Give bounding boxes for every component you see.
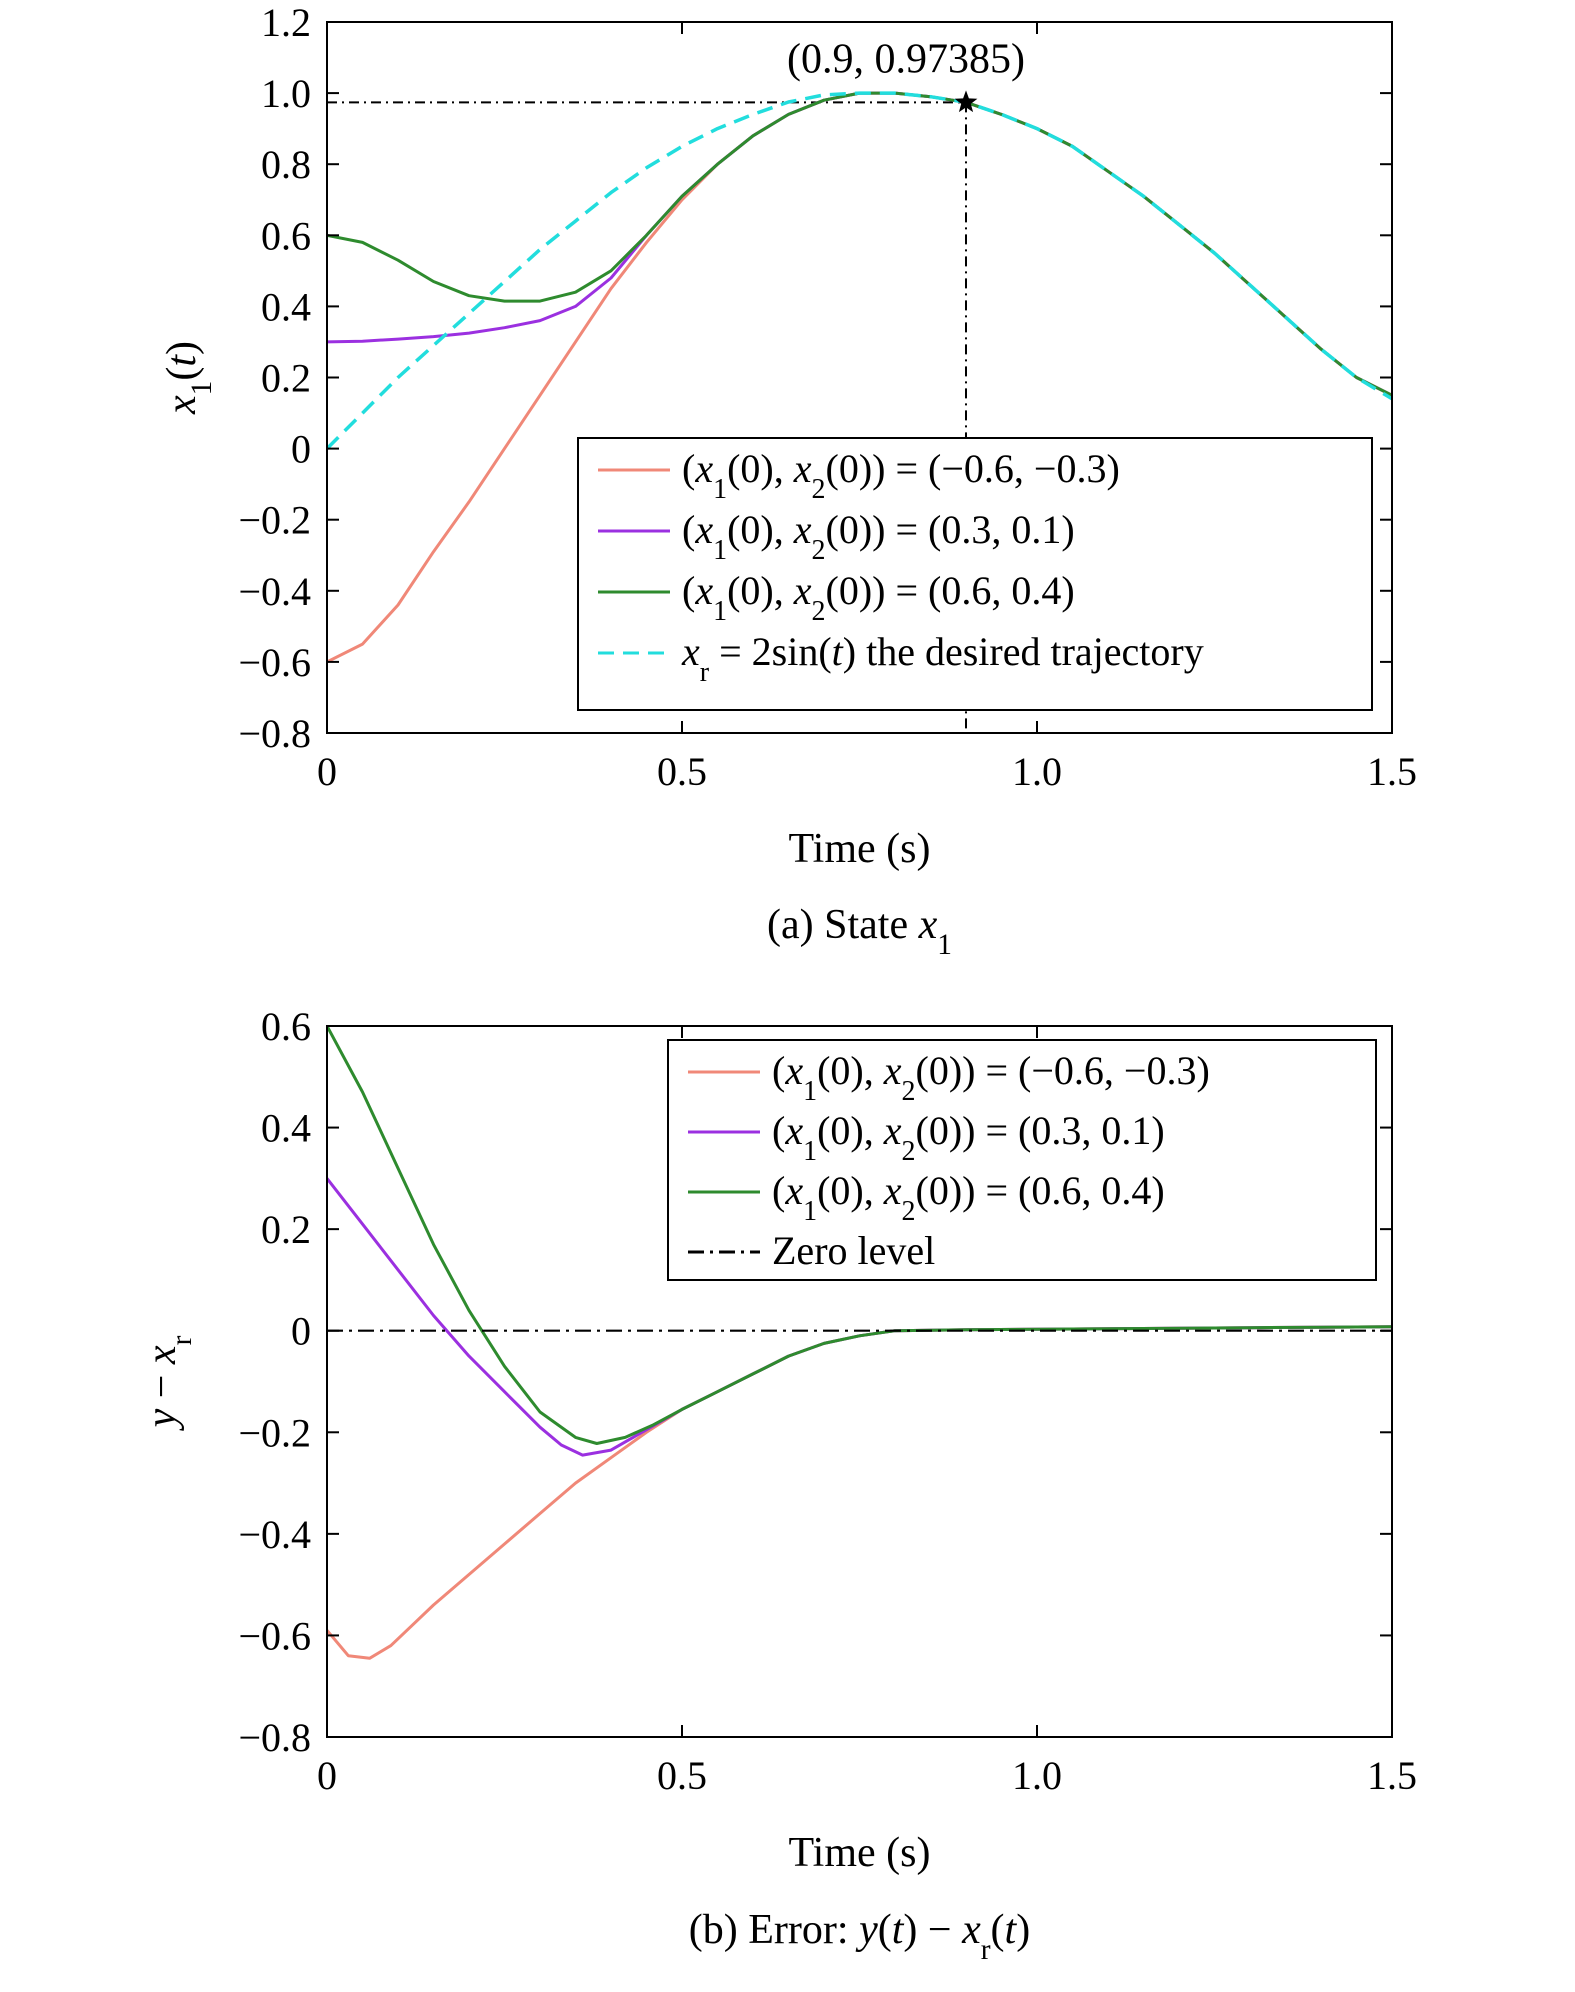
y-tick-label: −0.4	[238, 1512, 311, 1557]
x-axis-label: Time (s)	[789, 1830, 931, 1876]
x-tick-label: 1.5	[1367, 749, 1417, 794]
x-tick-label: 1.0	[1012, 749, 1062, 794]
y-tick-label: −0.6	[238, 1613, 311, 1658]
legend: (x1(0), x2(0)) = (−0.6, −0.3)(x1(0), x2(…	[577, 437, 1373, 711]
legend-label-3: (x1(0), x2(0)) = (0.6, 0.4)	[772, 1168, 1165, 1227]
annotation-label: (0.9, 0.97385)	[787, 36, 1025, 82]
y-tick-label: −0.8	[238, 1715, 311, 1760]
x-tick-label: 0.5	[657, 749, 707, 794]
legend-label-2: (x1(0), x2(0)) = (0.3, 0.1)	[682, 507, 1075, 566]
series-line-4	[327, 91, 1392, 450]
y-tick-label: 0.4	[261, 1106, 311, 1151]
annotation-star-marker	[954, 90, 978, 113]
series-line-3	[327, 1026, 1392, 1445]
x-tick-label: 0.5	[657, 1753, 707, 1798]
series-line-2	[327, 91, 1392, 397]
figure-caption: (b) Error: y(t) − xr(t)	[689, 1907, 1030, 1966]
y-tick-label: 0	[291, 1309, 311, 1354]
series-line-3	[327, 91, 1392, 397]
legend-label-4: Zero level	[772, 1228, 935, 1273]
y-tick-label: 1.0	[261, 71, 311, 116]
figure-caption: (a) State x1	[767, 902, 952, 961]
chart-a: (0.9, 0.97385) 0 0.5 1.0 1.5 −0.8 −0.6 −0.4 −0.2…	[159, 0, 1417, 961]
plot-frame	[326, 1025, 1393, 1738]
y-tick-label: −0.6	[238, 640, 311, 685]
legend-box	[667, 1039, 1377, 1281]
series-group	[327, 1026, 1392, 1660]
y-tick-label: 0	[291, 427, 311, 472]
legend-label-2: (x1(0), x2(0)) = (0.3, 0.1)	[772, 1108, 1165, 1167]
y-tick-label: −0.4	[238, 569, 311, 614]
y-axis-label: y − xr	[139, 1335, 198, 1431]
legend: (x1(0), x2(0)) = (−0.6, −0.3)(x1(0), x2(…	[667, 1039, 1377, 1281]
y-tick-label: 0.6	[261, 213, 311, 258]
x-tick-label: 1.5	[1367, 1753, 1417, 1798]
legend-label-3: (x1(0), x2(0)) = (0.6, 0.4)	[682, 568, 1075, 627]
y-tick-label: −0.8	[238, 711, 311, 756]
x-tick-label: 1.0	[1012, 1753, 1062, 1798]
chart-b: 0 0.5 1.0 1.5 −0.8 −0.6 −0.4 −0.2 0 0.2 0.4 0.6 Time…	[139, 1004, 1417, 1966]
y-tick-label: 1.2	[261, 0, 311, 45]
legend-label-1: (x1(0), x2(0)) = (−0.6, −0.3)	[682, 446, 1120, 505]
y-tick-label: 0.2	[261, 1207, 311, 1252]
x-axis-label: Time (s)	[789, 826, 931, 872]
series-group	[327, 91, 1392, 664]
y-tick-label: 0.6	[261, 1004, 311, 1049]
y-tick-label: 0.2	[261, 356, 311, 401]
y-tick-label: −0.2	[238, 498, 311, 543]
x-tick-label: 0	[317, 1753, 337, 1798]
y-tick-label: −0.2	[238, 1410, 311, 1455]
y-tick-label: 0.8	[261, 142, 311, 187]
legend-box	[577, 437, 1373, 711]
y-axis-label: x1(t)	[159, 341, 218, 415]
x-tick-label: 0	[317, 749, 337, 794]
legend-label-4: xr = 2sin(t) the desired trajectory	[681, 629, 1204, 688]
y-tick-label: 0.4	[261, 284, 311, 329]
legend-label-1: (x1(0), x2(0)) = (−0.6, −0.3)	[772, 1048, 1210, 1107]
series-line-1	[327, 1325, 1392, 1660]
